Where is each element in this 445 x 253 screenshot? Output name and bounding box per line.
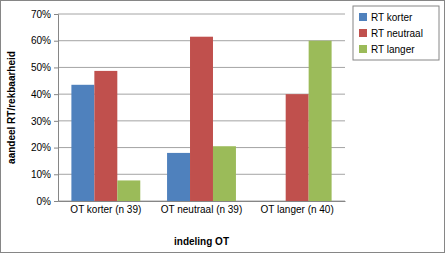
y-tick-mark: [54, 94, 58, 95]
y-tick-mark: [54, 121, 58, 122]
legend-label: RT korter: [371, 12, 413, 23]
bar-series: [117, 41, 331, 201]
x-tick-label: OT neutraal (n 39): [161, 204, 243, 215]
x-tick: OT neutraal (n 39): [161, 201, 243, 215]
bars: [71, 37, 331, 201]
y-tick-label: 20%: [31, 142, 51, 153]
y-tick: 10%: [31, 169, 58, 180]
bar: [190, 37, 213, 201]
bar: [94, 71, 117, 201]
x-tick-label: OT korter (n 39): [70, 204, 141, 215]
x-tick: OT korter (n 39): [70, 201, 141, 215]
legend: RT korter RT neutraal RT langer: [353, 6, 439, 60]
y-tick-mark: [54, 41, 58, 42]
y-tick-mark: [54, 148, 58, 149]
y-axis-line: [54, 15, 59, 202]
plot: 0%10%20%30%40%50%60%70%OT korter (n 39)O…: [31, 9, 346, 215]
y-tick: 20%: [31, 142, 58, 153]
bar: [117, 180, 140, 201]
bar: [286, 94, 309, 201]
y-tick: 30%: [31, 116, 58, 127]
y-tick-label: 50%: [31, 62, 51, 73]
chart-frame: [1, 1, 445, 253]
y-tick-mark: [54, 14, 58, 15]
y-tick: 40%: [31, 89, 58, 100]
bar-series: [94, 37, 308, 201]
y-axis-title: aandeel RT/rekbaarheid: [6, 51, 17, 164]
y-tick-label: 40%: [31, 89, 51, 100]
x-tick: OT langer (n 40): [261, 201, 334, 215]
y-tick-label: 10%: [31, 169, 51, 180]
legend-swatch: [359, 45, 367, 53]
legend-swatch: [359, 13, 367, 21]
x-axis: OT korter (n 39) OT neutraal (n 39) OT lan…: [59, 201, 346, 215]
y-tick: 60%: [31, 35, 58, 46]
y-tick: 0%: [37, 196, 58, 207]
bar: [263, 201, 286, 202]
y-axis: 0% 10% 20% 30% 40% 50% 60% 70%: [31, 9, 59, 207]
y-tick: 50%: [31, 62, 58, 73]
x-axis-title: indeling OT: [174, 236, 229, 247]
bar: [167, 153, 190, 201]
y-tick-label: 0%: [37, 196, 52, 207]
x-tick-label: OT langer (n 40): [261, 204, 334, 215]
legend-label: RT langer: [371, 44, 415, 55]
y-tick-mark: [54, 67, 58, 68]
y-tick-label: 60%: [31, 35, 51, 46]
bar-series: [71, 85, 190, 201]
legend-item: RT neutraal: [359, 28, 423, 39]
y-tick: 70%: [31, 9, 58, 20]
grid-line: [58, 14, 345, 15]
legend-label: RT neutraal: [371, 28, 423, 39]
legend-swatch: [359, 29, 367, 37]
chart: 0%10%20%30%40%50%60%70%OT korter (n 39)O…: [0, 0, 445, 253]
legend-item: RT korter: [359, 12, 413, 23]
grid: [58, 14, 345, 201]
legend-item: RT langer: [359, 44, 415, 55]
y-tick-label: 70%: [31, 9, 51, 20]
legend-frame: [353, 6, 439, 60]
y-tick-mark: [54, 201, 58, 202]
x-axis-line: [59, 201, 346, 202]
y-tick-label: 30%: [31, 116, 51, 127]
y-tick-mark: [54, 174, 58, 175]
bar: [71, 85, 94, 201]
bar: [213, 146, 236, 201]
bar: [309, 41, 332, 201]
